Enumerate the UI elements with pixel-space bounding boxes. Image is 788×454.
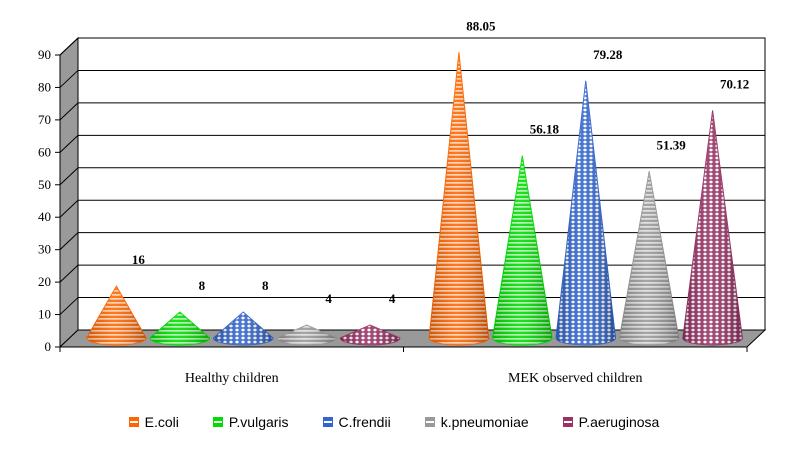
side-gridline: [59, 297, 79, 315]
side-gridline: [59, 37, 79, 56]
legend-item: C.frendii: [322, 414, 391, 430]
side-gridline: [59, 134, 79, 153]
legend: E.coli P.vulgaris C.frendii k.pneumoniae P.a…: [0, 410, 788, 434]
y-tick-label: 70: [38, 112, 51, 127]
data-label: 16: [132, 252, 146, 267]
cone-shading: [150, 312, 210, 345]
data-label: 70.12: [720, 76, 749, 91]
legend-item: k.pneumoniae: [424, 414, 529, 430]
cone-shading: [492, 155, 553, 345]
legend-item: E.coli: [128, 414, 179, 430]
category-label: Healthy children: [185, 371, 279, 386]
legend-swatch: [562, 417, 573, 427]
data-label: 51.39: [657, 137, 687, 152]
x-axis-categories: Healthy children MEK observed children: [185, 371, 643, 386]
side-gridline: [59, 232, 79, 251]
cone-C.frendii-1: [555, 80, 617, 346]
data-label: 4: [325, 291, 332, 306]
cone-E.coli-1: [428, 52, 490, 346]
cone-k.pneumoniae-0: [276, 324, 337, 346]
data-label: 56.18: [530, 122, 560, 137]
data-label: 88.05: [466, 18, 496, 33]
legend-swatch: [212, 417, 223, 427]
cone-E.coli-0: [86, 285, 147, 346]
y-axis-ticks: 0 10 20 30 40 50 60 70 80 90: [38, 47, 748, 354]
side-gridline: [59, 167, 79, 186]
cone-P.aeruginosa-1: [682, 110, 743, 346]
cone-shading: [555, 80, 616, 346]
cone-bar-chart: 0 10 20 30 40 50 60 70 80 90 16 8 8 4 4 88.05 56.18 79.2…: [38, 18, 767, 386]
legend-label: P.vulgaris: [228, 414, 289, 430]
y-tick-label: 30: [38, 242, 51, 257]
legend-label: C.frendii: [338, 414, 391, 430]
legend-label: P.aeruginosa: [578, 414, 660, 430]
cone-shading: [619, 171, 679, 346]
cone-shading: [276, 325, 337, 346]
data-cones: [86, 52, 743, 346]
legend-swatch: [322, 417, 333, 427]
legend-item: P.vulgaris: [212, 414, 289, 430]
side-gridline: [59, 264, 79, 283]
y-tick-label: 80: [38, 79, 51, 94]
data-label: 8: [262, 278, 269, 293]
cone-shading: [682, 110, 743, 346]
cone-P.vulgaris-1: [492, 155, 553, 346]
y-tick-label: 20: [38, 274, 51, 289]
cone-P.aeruginosa-0: [339, 324, 401, 346]
y-tick-label: 90: [38, 47, 51, 62]
side-gridline: [59, 199, 79, 218]
side-gridline: [59, 102, 79, 121]
legend-swatch: [424, 417, 435, 427]
cone-k.pneumoniae-1: [618, 171, 680, 346]
y-tick-label: 60: [38, 144, 51, 159]
y-tick-label: 0: [45, 339, 52, 354]
data-label: 8: [199, 278, 206, 293]
data-labels: 16 8 8 4 4 88.05 56.18 79.28 51.39 70.12: [132, 18, 749, 306]
cone-C.frendii-0: [212, 311, 274, 346]
legend-item: P.aeruginosa: [562, 414, 660, 430]
cone-shading: [340, 325, 400, 345]
cone-shading: [86, 286, 147, 346]
cone-P.vulgaris-0: [149, 311, 211, 346]
y-tick-label: 50: [38, 177, 51, 192]
y-tick-label: 40: [38, 209, 51, 224]
cone-shading: [429, 52, 489, 346]
category-label: MEK observed children: [508, 371, 643, 386]
side-gridline: [59, 70, 79, 88]
y-tick-label: 10: [38, 307, 51, 322]
legend-swatch: [128, 417, 139, 427]
data-label: 79.28: [593, 47, 623, 62]
cone-shading: [213, 312, 274, 345]
legend-label: E.coli: [144, 414, 179, 430]
data-label: 4: [389, 291, 396, 306]
legend-label: k.pneumoniae: [440, 414, 529, 430]
